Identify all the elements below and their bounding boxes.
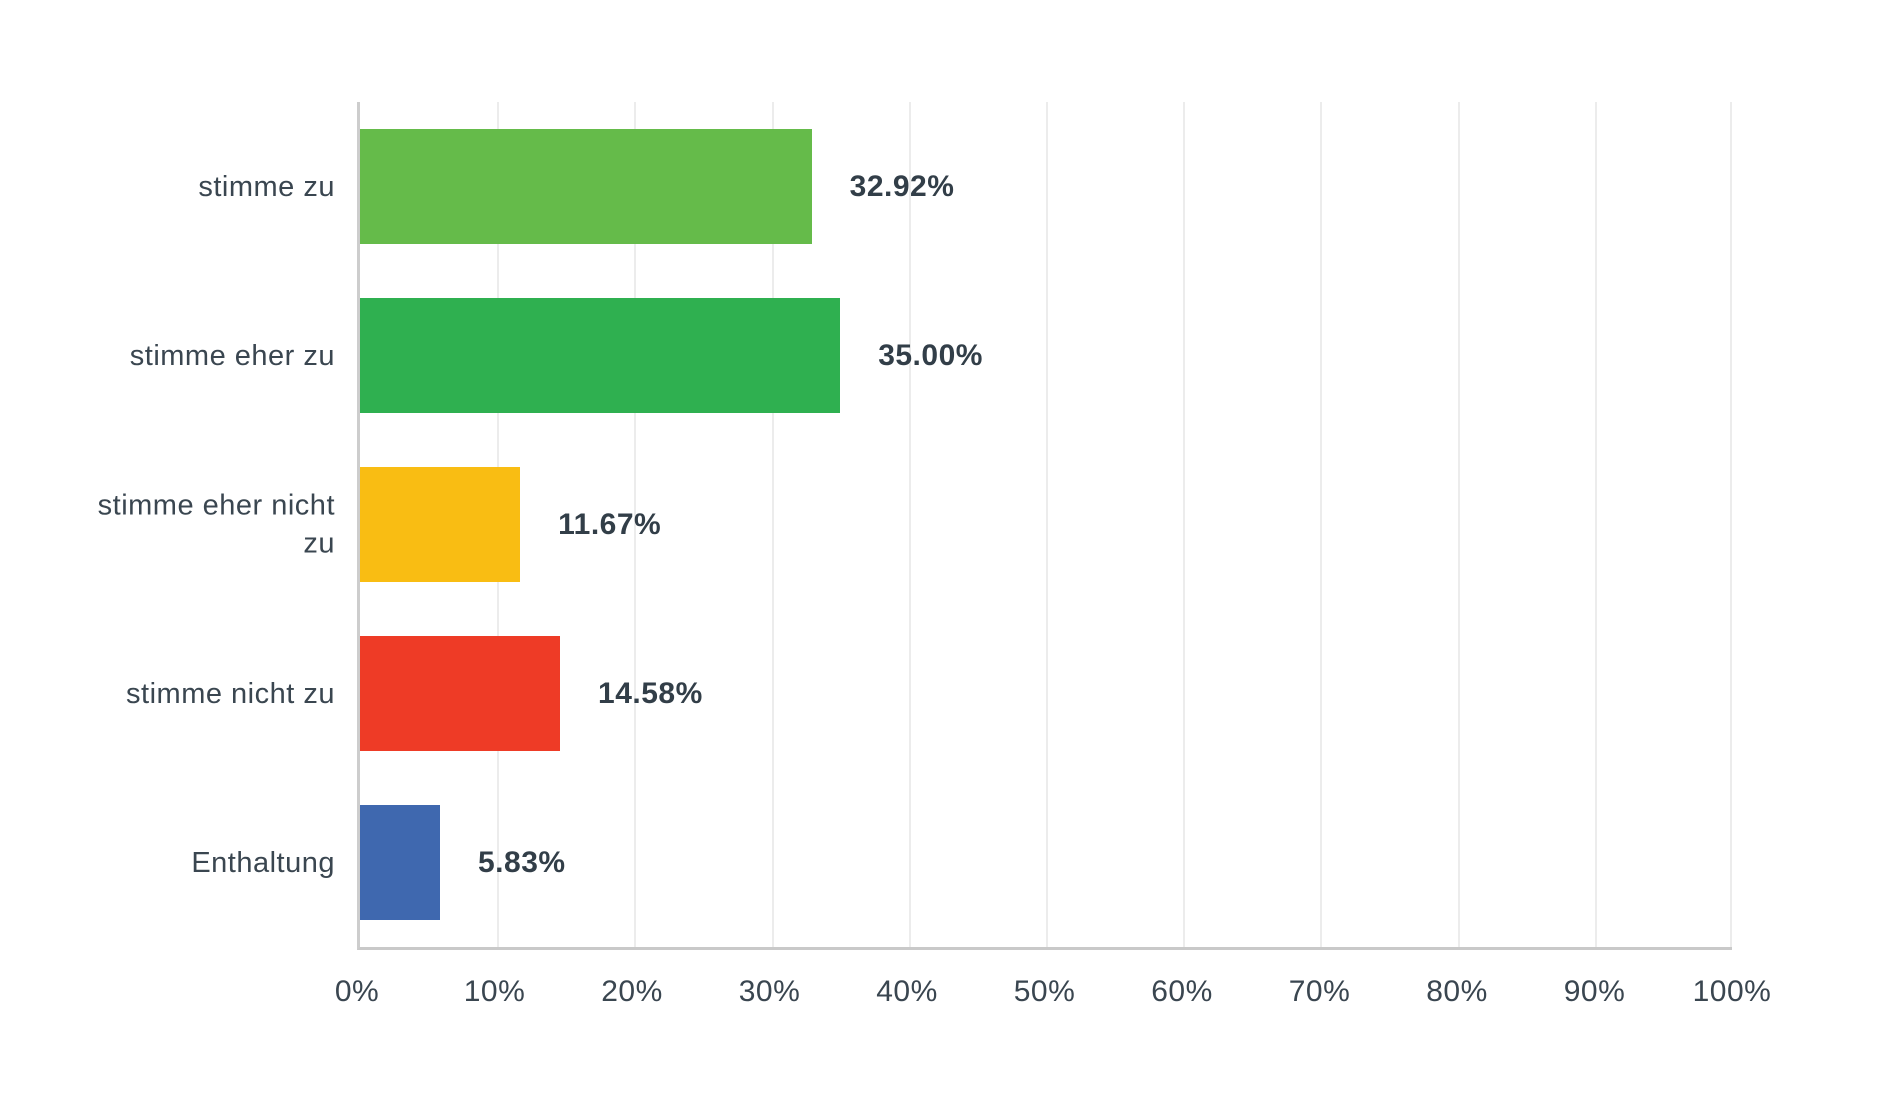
bar bbox=[360, 636, 561, 751]
x-axis-tick-label: 70% bbox=[1288, 975, 1351, 1008]
value-label: 14.58% bbox=[598, 676, 703, 710]
value-label: 32.92% bbox=[849, 169, 955, 203]
x-axis: 0% 10% 20% 30% 40% 50% 60% 70% 80% 90% 100% bbox=[335, 975, 1771, 1025]
gridline-40pct bbox=[908, 102, 911, 947]
category-label: stimme eher nicht zu bbox=[97, 489, 335, 560]
gridline-50pct bbox=[1046, 102, 1048, 947]
bar bbox=[360, 298, 841, 413]
bar-row: stimme nicht zu 14.58% bbox=[126, 609, 1732, 778]
category-label: Enthaltung bbox=[191, 846, 335, 879]
gridline-100pct bbox=[1730, 102, 1732, 947]
bar-row: Enthaltung 5.83% bbox=[191, 778, 1732, 947]
category-label: stimme eher zu bbox=[129, 339, 335, 372]
x-axis-tick-label: 0% bbox=[334, 975, 380, 1008]
bar-row: stimme eher zu 35.00% bbox=[130, 271, 1732, 440]
x-axis-tick-label: 40% bbox=[876, 975, 938, 1008]
x-axis-tick-label: 80% bbox=[1426, 975, 1488, 1008]
bar bbox=[360, 805, 440, 920]
x-axis-tick-label: 30% bbox=[738, 975, 801, 1008]
plot-area: stimme zu 32.92% stimme eher zu 35.00% s… bbox=[98, 102, 1732, 950]
category-label: stimme zu bbox=[198, 170, 335, 203]
value-label: 35.00% bbox=[878, 338, 983, 372]
bar-row: stimme eher nicht zu 11.67% bbox=[98, 440, 1732, 609]
value-label: 11.67% bbox=[558, 507, 662, 541]
x-axis-tick-label: 20% bbox=[601, 975, 663, 1008]
gridline-30pct bbox=[771, 102, 774, 947]
x-axis-tick-label: 10% bbox=[463, 975, 526, 1008]
x-axis-tick-label: 90% bbox=[1563, 975, 1626, 1008]
x-axis-tick-label: 100% bbox=[1692, 975, 1772, 1008]
bar-row: stimme zu 32.92% bbox=[198, 102, 1732, 271]
value-label: 5.83% bbox=[477, 845, 566, 879]
x-axis-tick-label: 60% bbox=[1151, 975, 1213, 1008]
category-label: stimme nicht zu bbox=[126, 677, 335, 710]
gridline-90pct bbox=[1594, 102, 1597, 947]
x-axis-tick-label: 50% bbox=[1013, 975, 1076, 1008]
gridline-80pct bbox=[1457, 102, 1460, 947]
gridline-20pct bbox=[634, 102, 637, 947]
gridline-60pct bbox=[1183, 102, 1186, 947]
bar bbox=[360, 129, 812, 244]
bar bbox=[360, 467, 521, 582]
gridline-70pct bbox=[1320, 102, 1323, 947]
